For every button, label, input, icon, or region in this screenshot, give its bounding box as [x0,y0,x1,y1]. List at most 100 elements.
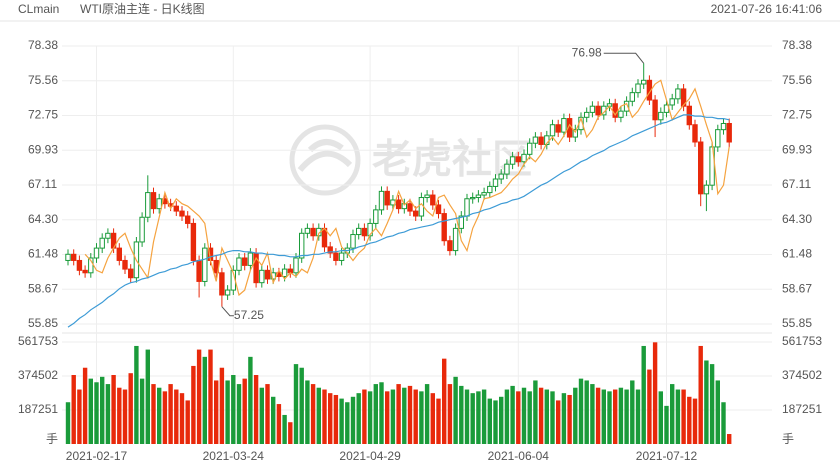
candle-body [281,268,288,277]
candle-body [452,227,459,252]
volume-bar [179,393,185,444]
volume-bar [328,393,333,444]
volume-bar [647,369,652,444]
volume-bar [436,398,441,444]
volume-bar [231,375,236,444]
candle-body [498,173,504,180]
volume-bar [208,349,213,444]
y-tick-label-right: 58.67 [782,281,812,295]
candle-body [327,246,333,254]
volume-bar [675,389,681,444]
candle-body [139,216,145,243]
volume-tick-label: 561753 [18,334,58,348]
volume-bar [305,380,310,444]
candle-body [475,194,482,199]
volume-bar [709,364,715,444]
candle-body [470,197,476,200]
candle-body [435,204,442,215]
volume-bar [704,360,709,444]
candle-body [82,269,88,274]
volume-bar [288,422,293,444]
volume-bar [521,387,527,444]
volume-bar [117,387,122,444]
candle-body [384,190,390,206]
volume-bar [259,387,264,444]
volume-bar [721,402,726,444]
volume-bar [157,387,162,444]
candle-body [555,124,561,133]
volume-bar [94,382,99,444]
y-tick-label: 78.38 [28,38,58,52]
candle-body [635,83,641,94]
candle-body [299,232,305,259]
volume-tick-label-right: 187251 [782,402,822,416]
candle-body [350,234,356,249]
candle-body [538,136,544,145]
volume-bar [618,387,624,444]
volume-bar [396,384,401,444]
candle-body [338,252,345,261]
candle-body [715,129,721,148]
candle-body [418,197,425,217]
volume-bar [556,400,561,444]
candle-body [658,111,664,121]
volume-bar [322,389,327,444]
candle-body [521,153,527,163]
watermark-logo-stripe [297,139,353,172]
volume-bar [333,394,339,444]
volume-bar [339,398,344,444]
candle-body [219,272,225,296]
volume-bar [168,384,173,444]
candle-body [481,192,487,196]
volume-bar [185,400,190,444]
candle-body [247,252,254,266]
candle-body [589,105,596,113]
volume-bar [276,404,282,444]
candle-body [726,122,732,143]
volume-bar [635,389,641,444]
volume-bar [527,391,532,444]
x-tick-label: 2021-06-04 [488,449,550,463]
volume-bar [424,384,430,444]
volume-bar [447,384,453,444]
low-leader [221,306,234,317]
volume-bar [481,389,487,444]
candle-body [361,227,368,237]
y-tick-label: 67.11 [28,177,57,191]
candle-body [698,141,704,195]
candle-body [407,203,413,212]
volume-bar [174,389,179,444]
volume-bar [105,384,111,444]
moving-average-line [84,79,730,297]
candle-body [527,142,533,155]
y-tick-label-right: 75.56 [782,73,812,87]
volume-bar [145,349,150,444]
volume-bar [681,389,686,444]
candle-body [150,192,157,210]
volume-bar [242,378,247,444]
volume-bar [293,364,299,444]
volume-bar [225,380,230,444]
volume-bar [88,378,93,444]
candle-body [378,190,385,211]
y-tick-label-right: 61.48 [782,247,812,261]
volume-tick-label-right: 561753 [782,334,822,348]
candle-body [692,124,698,143]
high-leader [603,52,645,64]
candle-body [224,289,231,296]
candle-body [333,252,339,261]
candle-body [641,79,647,85]
volume-bar [504,389,510,444]
volume-bar [487,398,492,444]
x-tick-label: 2021-03-24 [203,449,265,463]
candle-body [441,213,447,242]
volume-bar [367,391,373,444]
volume-bar [236,384,242,444]
y-tick-label: 55.85 [28,316,58,330]
candle-body [424,194,430,199]
volume-bar [578,378,584,444]
volume-bar [402,387,407,444]
candle-body [595,105,601,116]
volume-bar [413,389,418,444]
